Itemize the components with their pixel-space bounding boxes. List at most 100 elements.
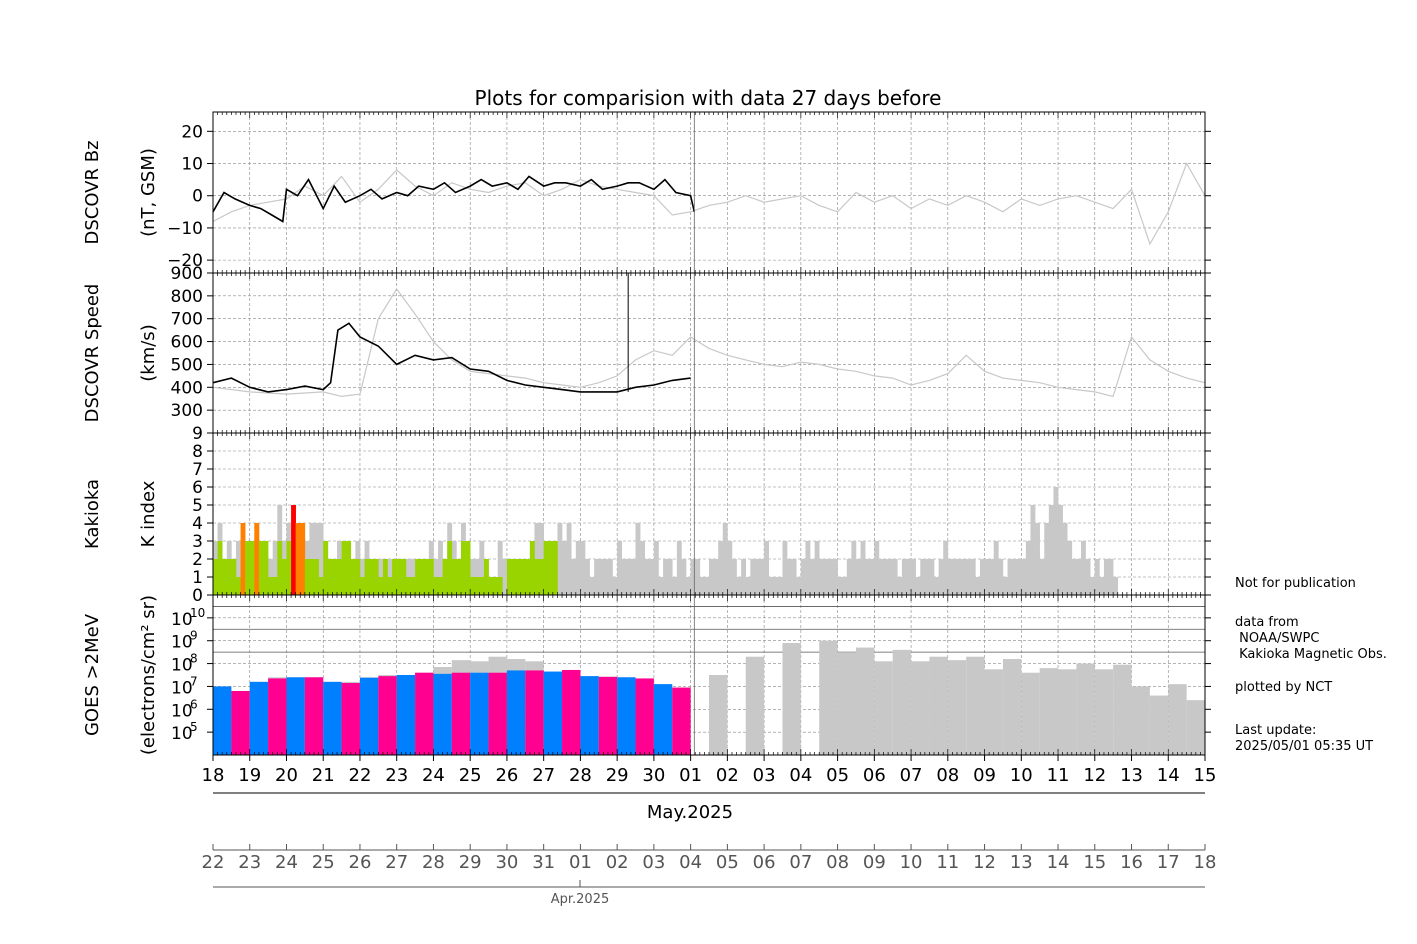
flux-bar-current [653,684,673,755]
x-tick-label-bottom: 01 [569,852,592,873]
y-tick-label: 8 [192,442,203,462]
k-bar-previous [819,559,825,595]
flux-bar-previous [947,660,967,755]
k-bar-previous [764,541,770,595]
k-bar-previous [800,559,806,595]
k-bar-current [456,559,462,595]
k-bar-current [410,577,416,595]
k-bar-previous [1108,559,1114,595]
k-bar-current [300,523,306,595]
k-bar-current [382,559,388,595]
k-bar-previous [727,541,733,595]
k-bar-previous [585,559,590,595]
x-tick-label-bottom: 23 [238,852,261,873]
k-bar-previous [1081,541,1086,595]
y-tick-label: 4 [192,514,203,534]
k-bar-current [309,559,315,595]
x-tick-label-bottom: 24 [275,852,298,873]
k-bar-previous [589,577,595,595]
k-bar-current [415,559,420,595]
k-bar-current [350,559,356,595]
x-tick-label-top: 28 [569,765,592,786]
flux-bar-current [433,673,452,755]
k-bar-previous [796,577,802,595]
k-bar-previous [731,559,737,595]
x-tick-label-bottom: 29 [459,852,482,873]
k-bar-current [525,559,531,595]
k-bar-previous [842,577,848,595]
k-bar-previous [603,559,609,595]
y-label-outer: DSCOVR Bz [82,140,103,244]
flux-bar-current [286,677,305,755]
x-tick-label-top: 11 [1047,765,1070,786]
k-bar-previous [777,577,783,595]
k-bar-previous [823,559,829,595]
x-tick-label-top: 08 [936,765,959,786]
chart-title: Plots for comparision with data 27 days … [475,86,942,110]
k-bar-current [447,541,453,595]
y-tick-label: 6 [192,478,203,498]
x-tick-label-bottom: 02 [606,852,629,873]
x-tick-label-bottom: 09 [863,852,886,873]
k-bar-current [355,559,361,595]
flux-bar-current [231,691,250,755]
k-bar-previous [851,541,857,595]
k-bar-previous [915,577,921,595]
y-tick-label-exponent: 9 [190,629,198,643]
k-bar-current [438,577,443,595]
x-tick-label-bottom: 07 [789,852,812,873]
flux-bar-previous [1076,663,1095,755]
k-bar-previous [438,541,443,595]
k-bar-previous [865,559,871,595]
k-bar-previous [791,559,797,595]
k-bar-previous [750,559,756,595]
k-bar-previous [598,559,604,595]
k-bar-previous [497,541,503,595]
flux-bar-current [580,676,599,755]
k-bar-previous [874,541,880,595]
k-bar-previous [869,559,875,595]
k-bar-previous [897,577,903,595]
k-bar-previous [929,559,935,595]
k-bar-current [268,577,274,595]
k-bar-previous [1094,559,1100,595]
k-bar-current [483,559,489,595]
k-bar-previous [557,523,563,595]
flux-bar-current [525,670,544,755]
flux-bar-previous [709,675,728,755]
k-bar-current [337,559,342,595]
flux-bar-previous [874,661,893,755]
k-bar-previous [754,559,760,595]
y-label-inner: (nT, GSM) [138,148,159,237]
x-tick-label-bottom: 05 [716,852,739,873]
k-bar-previous [947,559,953,595]
y-label-inner: (electrons/cm² sr) [138,595,159,755]
k-bar-previous [621,559,627,595]
k-bar-previous [773,577,779,595]
k-bar-current [323,541,329,595]
x-tick-label-top: 01 [679,765,702,786]
x-axis-label-bottom: Apr.2025 [551,892,610,907]
k-bar-current [488,577,494,595]
k-bar-current [286,541,292,595]
x-tick-label-bottom: 12 [973,852,996,873]
x-tick-label-top: 10 [1010,765,1033,786]
x-tick-label-top: 19 [238,765,261,786]
k-bar-current [433,577,439,595]
x-tick-label-top: 13 [1120,765,1143,786]
k-bar-previous [1090,577,1096,595]
y-tick-label: −20 [167,251,203,271]
flux-bar-previous [782,643,801,755]
k-bar-previous [722,523,728,595]
k-bar-current [392,559,398,595]
x-tick-label-top: 26 [495,765,518,786]
x-tick-label-bottom: 16 [1120,852,1143,873]
k-bar-previous [745,577,751,595]
flux-bar-previous [1039,668,1059,755]
flux-bar-previous [1113,664,1132,755]
k-bar-current [543,541,549,595]
series-current-line [212,322,691,393]
k-bar-previous [1016,559,1022,595]
